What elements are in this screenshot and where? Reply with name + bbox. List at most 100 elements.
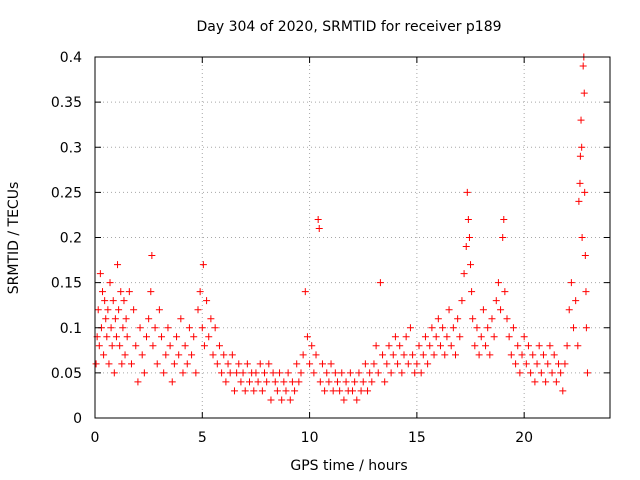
chart-title: Day 304 of 2020, SRMTID for receiver p18… <box>196 19 501 35</box>
data-point <box>288 378 296 386</box>
y-tick-label: 0.35 <box>51 95 82 111</box>
data-point <box>394 360 402 368</box>
data-point <box>254 378 262 386</box>
data-point <box>471 342 479 350</box>
x-tick-labels: 0 5 10 15 20 <box>91 430 534 446</box>
x-tick-label: 15 <box>408 430 426 446</box>
data-point <box>252 369 260 377</box>
data-point <box>303 333 311 341</box>
data-point <box>473 324 481 332</box>
data-point <box>490 333 498 341</box>
data-point <box>509 324 517 332</box>
data-point <box>308 342 316 350</box>
data-point <box>207 315 215 323</box>
data-point <box>342 378 350 386</box>
data-point <box>329 387 337 395</box>
data-point <box>138 351 146 359</box>
data-point <box>351 378 359 386</box>
data-point <box>576 152 584 160</box>
data-point <box>211 324 219 332</box>
data-point <box>220 351 228 359</box>
data-point <box>486 351 494 359</box>
data-point <box>415 342 423 350</box>
data-point <box>321 387 329 395</box>
data-point <box>215 342 223 350</box>
x-tick-label: 5 <box>198 430 207 446</box>
data-point <box>454 315 462 323</box>
data-point <box>312 351 320 359</box>
x-tick-label: 0 <box>91 430 100 446</box>
data-point <box>101 297 109 305</box>
data-point <box>95 342 103 350</box>
data-point <box>127 360 135 368</box>
data-point <box>111 315 119 323</box>
data-point <box>233 369 241 377</box>
data-point <box>228 351 236 359</box>
data-point <box>436 342 444 350</box>
data-point <box>99 288 107 296</box>
data-point <box>477 333 485 341</box>
data-point <box>96 270 104 278</box>
data-point <box>237 378 245 386</box>
data-point <box>119 324 127 332</box>
data-point <box>469 315 477 323</box>
data-point <box>147 288 155 296</box>
data-point <box>239 369 247 377</box>
data-point <box>439 324 447 332</box>
data-point <box>579 62 587 70</box>
grid <box>95 57 610 418</box>
data-point <box>336 387 344 395</box>
y-tick-label: 0.05 <box>51 366 82 382</box>
data-point <box>333 378 341 386</box>
data-point <box>550 351 558 359</box>
data-point <box>546 342 554 350</box>
data-point <box>125 288 133 296</box>
data-point <box>286 396 294 404</box>
data-point <box>282 387 290 395</box>
data-point <box>301 288 309 296</box>
data-point <box>583 369 591 377</box>
y-tick-label: 0 <box>73 411 82 427</box>
x-tick-label: 20 <box>515 430 533 446</box>
data-point <box>340 396 348 404</box>
data-point <box>250 387 258 395</box>
data-point <box>512 360 520 368</box>
data-point <box>366 369 374 377</box>
data-point <box>143 333 150 341</box>
data-point <box>539 351 547 359</box>
data-point <box>280 378 288 386</box>
data-point <box>449 324 457 332</box>
data-point <box>434 315 442 323</box>
y-tick-label: 0.1 <box>60 321 82 337</box>
data-point <box>276 369 284 377</box>
data-point <box>318 360 326 368</box>
data-point <box>576 179 584 187</box>
data-point <box>501 288 509 296</box>
data-point <box>376 279 384 287</box>
data-point <box>396 342 404 350</box>
data-point <box>134 378 142 386</box>
data-point <box>94 306 102 314</box>
data-point <box>582 324 590 332</box>
data-point <box>299 351 307 359</box>
data-point <box>535 342 543 350</box>
data-point <box>269 369 277 377</box>
data-point <box>175 351 183 359</box>
data-point <box>185 324 193 332</box>
data-point <box>514 342 522 350</box>
data-point <box>310 369 318 377</box>
y-tick-label: 0.3 <box>60 140 82 156</box>
data-point <box>389 351 397 359</box>
data-point <box>445 306 453 314</box>
data-point <box>349 387 356 395</box>
data-point <box>409 351 417 359</box>
data-point <box>295 378 303 386</box>
data-point <box>92 360 100 368</box>
y-tick-label: 0.15 <box>51 276 82 292</box>
data-point <box>213 360 221 368</box>
data-point <box>468 288 476 296</box>
data-point <box>387 369 395 377</box>
data-point <box>108 342 116 350</box>
data-point <box>400 351 408 359</box>
